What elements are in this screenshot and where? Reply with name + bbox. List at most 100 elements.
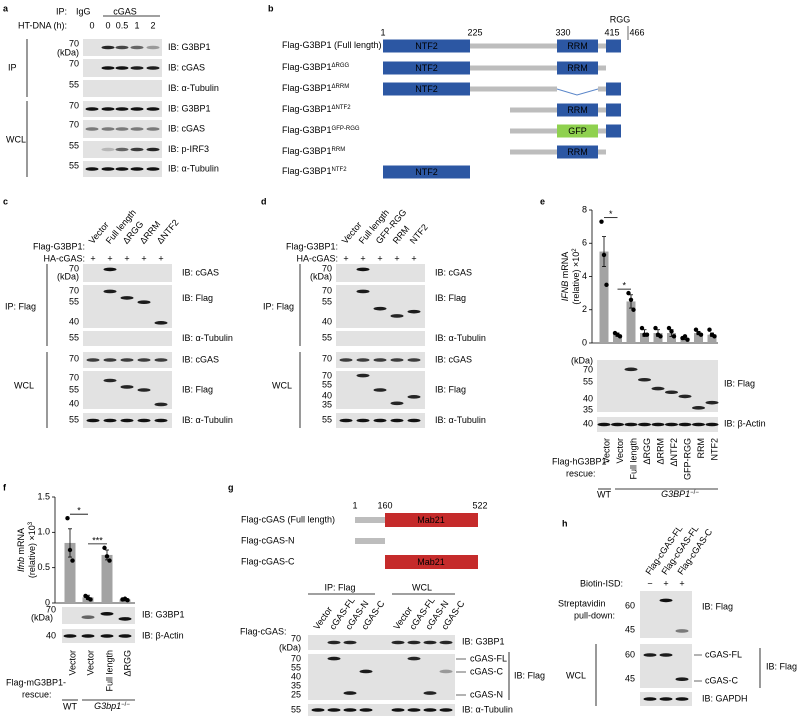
label-part: Flag-G3BP1 [282, 62, 332, 72]
blot-band [705, 422, 719, 427]
domain-label: NTF2 [415, 41, 438, 51]
blot-band [624, 367, 638, 372]
linker [470, 86, 557, 92]
label: + [141, 253, 146, 263]
label: IP: Flag [263, 301, 294, 311]
construct-name: Flag-cGAS-C [241, 556, 295, 566]
label: cGAS-N [470, 689, 503, 699]
blot-strip [62, 607, 135, 624]
label: 40 [69, 316, 79, 326]
domain-box [606, 124, 621, 138]
data-point [102, 545, 107, 551]
label: 45 [625, 624, 635, 634]
label: IB: α-Tubulin [168, 163, 219, 173]
construct-name: Flag-cGAS-N [241, 535, 295, 545]
blot-strip [83, 331, 172, 346]
lane-label: Vector [615, 438, 625, 464]
blot-band [390, 418, 404, 423]
blot-band [356, 358, 370, 362]
blot-strip [640, 644, 692, 688]
blot-strip [83, 264, 172, 282]
label: IB: G3BP1 [462, 636, 505, 646]
label: 55 [322, 414, 332, 424]
lane-label: Full length [104, 650, 114, 692]
label-part: IFNB [560, 281, 570, 302]
label: pull-down: [574, 610, 615, 620]
construct-name: Flag-cGAS (Full length) [241, 514, 335, 524]
label: 70 [69, 285, 79, 295]
label: 55 [69, 384, 79, 394]
blot-band [130, 66, 144, 70]
bar [640, 333, 649, 343]
blot-band [327, 656, 341, 661]
data-point [712, 334, 717, 339]
label: IP: Flag [5, 301, 36, 311]
blot-band [391, 640, 405, 645]
blot-band [120, 418, 134, 423]
blot-band [705, 400, 719, 405]
significance-label: * [77, 506, 81, 516]
panel-label: a [3, 3, 9, 13]
y-tick-label: 2 [582, 304, 587, 314]
blot-band [643, 697, 657, 701]
blot-band [339, 418, 353, 423]
blot-band [115, 66, 129, 70]
label-part: Flag-G3BP1 [282, 146, 332, 156]
blot-band [343, 691, 357, 695]
label: 35 [322, 399, 332, 409]
blot-band [651, 386, 665, 391]
domain-box [383, 82, 470, 96]
label: IB: β-Actin [724, 418, 766, 428]
domain-label: NTF2 [415, 167, 438, 177]
blot-band [692, 406, 705, 410]
linker [510, 107, 557, 113]
domain-label: NTF2 [415, 63, 438, 73]
label-part: mRNA [560, 252, 570, 281]
lane-label: NTF2 [408, 222, 430, 246]
residue-number: 522 [472, 500, 487, 510]
blot-band [407, 395, 421, 399]
blot-band [356, 289, 370, 294]
y-tick-label: 1.5 [37, 491, 50, 501]
lane-label: Full length [628, 438, 638, 480]
label: 70 [69, 372, 79, 382]
label: IB: Flag [702, 601, 733, 611]
significance-label: * [609, 209, 613, 219]
label: 40 [291, 671, 301, 681]
data-point [666, 325, 672, 331]
data-point [601, 252, 607, 258]
label-part: RRM [332, 147, 346, 153]
panel-label: e [540, 196, 545, 206]
blot-band [118, 617, 132, 621]
data-point [628, 297, 634, 302]
blot-band [101, 127, 115, 131]
label: 70 [69, 38, 79, 48]
label: IB: G3BP1 [168, 103, 211, 113]
blot-band [390, 401, 404, 406]
linker [355, 538, 385, 544]
blot-band [115, 167, 129, 171]
blot-band [137, 358, 151, 362]
linker [598, 128, 606, 134]
label: IB: cGAS [168, 62, 205, 72]
data-point [631, 307, 636, 312]
label: WT [63, 701, 77, 711]
blot-band [407, 309, 421, 314]
data-point [669, 329, 674, 334]
label: rescue: [566, 468, 596, 478]
blot-band [115, 107, 129, 111]
blot-band [359, 708, 373, 712]
blot-band [359, 669, 373, 674]
blot-band [130, 147, 144, 152]
data-point [626, 290, 631, 296]
data-point [70, 558, 75, 563]
label: 40 [322, 316, 332, 326]
blot-band [373, 306, 387, 311]
genotype-label: G3bp1−/− [94, 701, 130, 711]
blot-band [327, 640, 341, 645]
blot-band [439, 669, 453, 674]
blot-band [659, 697, 673, 701]
label-part: 3 [28, 521, 34, 525]
label: 55 [69, 160, 79, 170]
